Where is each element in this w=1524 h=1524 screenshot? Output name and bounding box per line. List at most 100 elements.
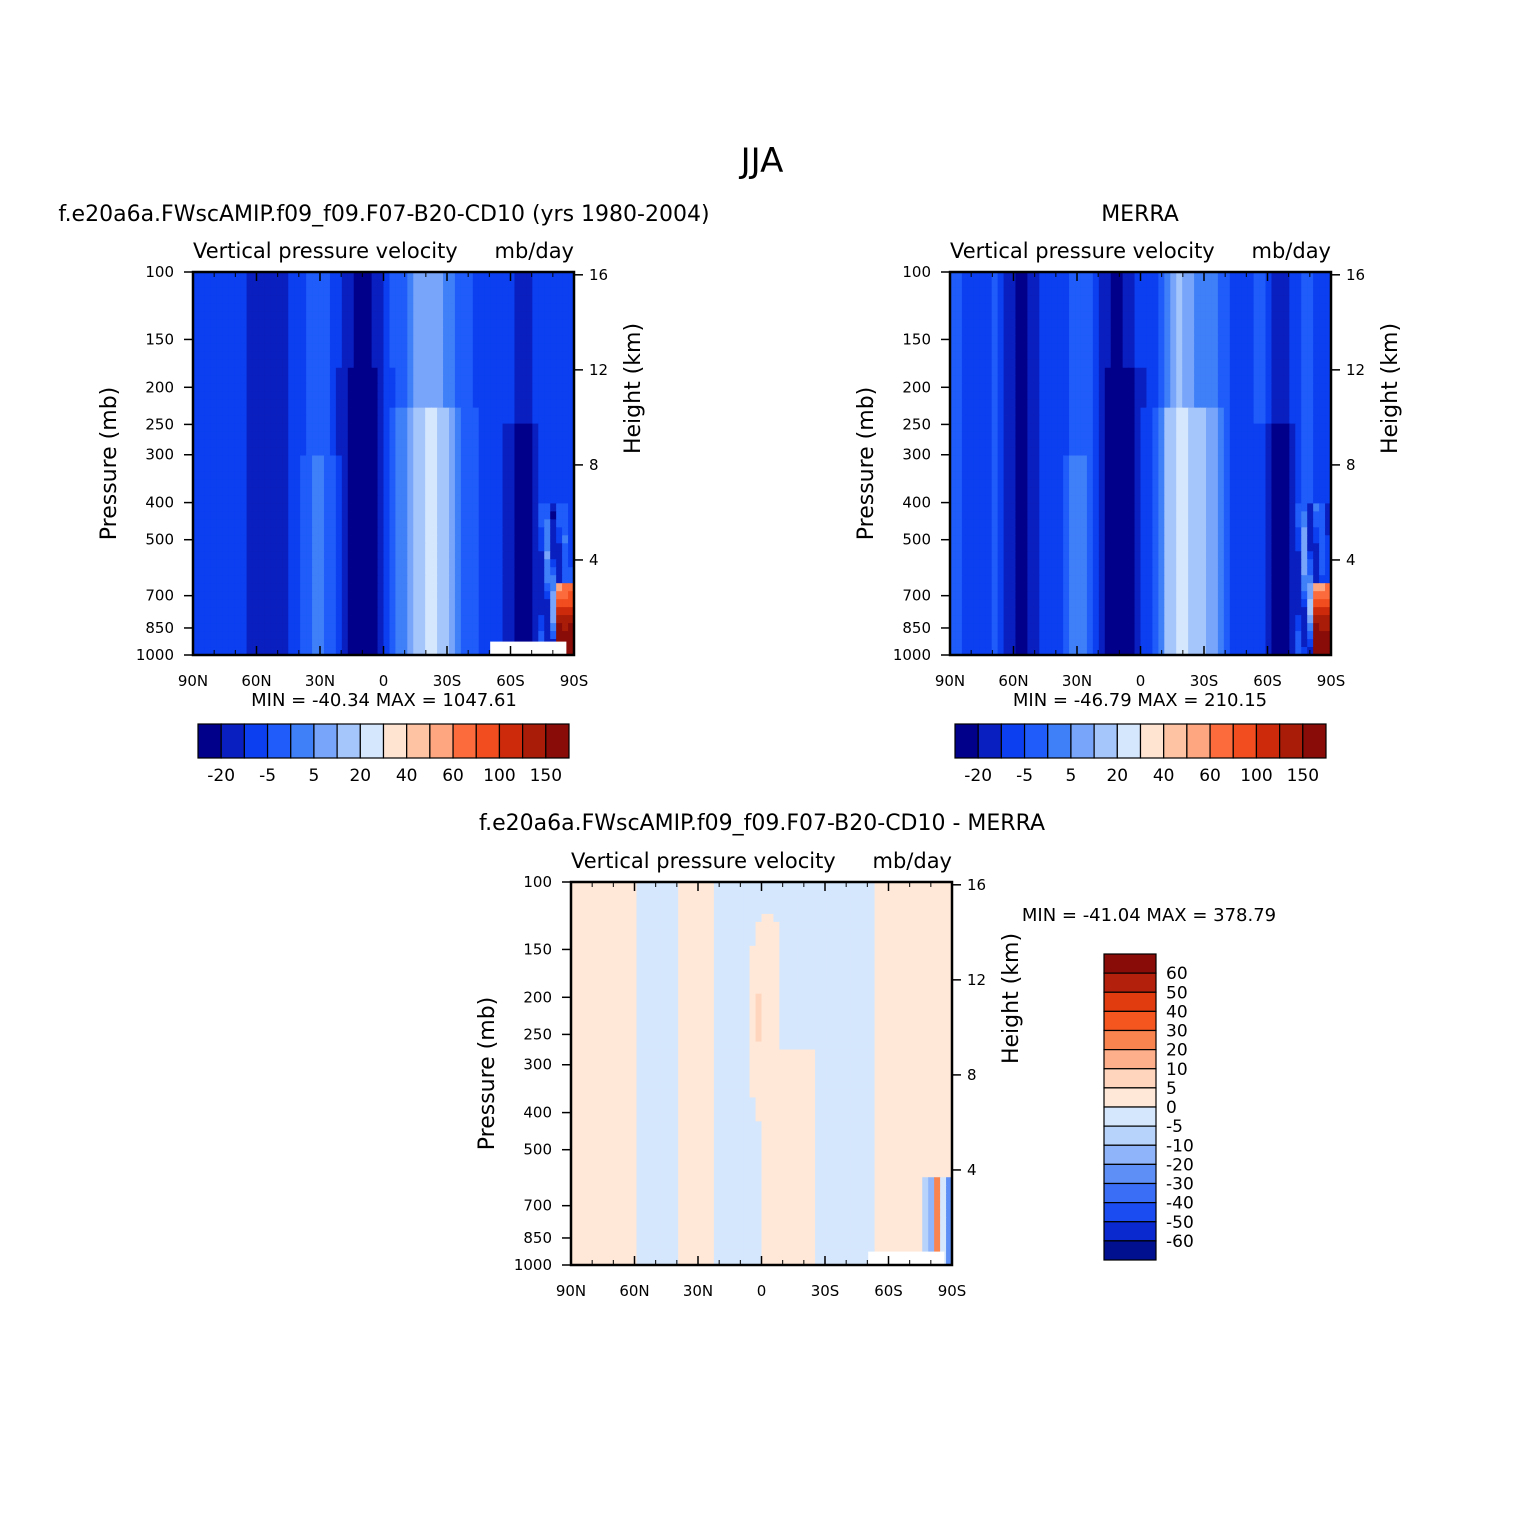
contour-cell xyxy=(1325,319,1331,329)
contour-cell xyxy=(1021,383,1028,393)
contour-cell xyxy=(1063,272,1070,281)
contour-cell xyxy=(556,447,563,457)
contour-cell xyxy=(1313,311,1320,321)
contour-cell xyxy=(258,359,266,369)
contour-cell xyxy=(1217,287,1225,297)
contour-cell xyxy=(1295,479,1302,489)
contour-cell xyxy=(454,407,462,417)
contour-cell xyxy=(1075,383,1082,393)
contour-cell xyxy=(490,447,498,457)
contour-cell xyxy=(365,359,373,369)
contour-cell xyxy=(502,351,510,361)
contour-cell xyxy=(502,607,510,616)
contour-cell xyxy=(216,447,224,457)
contour-cell xyxy=(1021,423,1028,433)
contour-cell xyxy=(1188,303,1195,313)
contour-cell xyxy=(466,455,474,465)
contour-cell xyxy=(1039,359,1046,369)
contour-cell xyxy=(1289,272,1296,281)
contour-cell xyxy=(1140,391,1148,401)
contour-cell xyxy=(1176,279,1183,289)
contour-cell xyxy=(997,479,1005,489)
contour-cell xyxy=(282,287,289,297)
contour-cell xyxy=(448,351,456,361)
contour-cell xyxy=(502,623,510,632)
contour-cell xyxy=(258,631,266,640)
contour-cell xyxy=(1253,431,1261,441)
contour-cell xyxy=(276,639,283,648)
contour-cell xyxy=(216,399,224,409)
contour-cell xyxy=(365,391,373,401)
contour-cell xyxy=(532,623,539,632)
contour-cell xyxy=(204,463,212,473)
contour-cell xyxy=(1289,311,1296,321)
contour-cell xyxy=(520,375,527,385)
contour-cell xyxy=(1003,407,1011,417)
contour-cell xyxy=(216,311,224,321)
contour-cell xyxy=(377,303,385,313)
contour-cell xyxy=(312,399,319,409)
contour-cell xyxy=(1003,295,1011,305)
contour-cell xyxy=(985,311,993,321)
contour-cell xyxy=(556,319,563,329)
contour-cell xyxy=(204,535,212,544)
contour-cell xyxy=(395,303,402,313)
contour-cell xyxy=(514,471,522,481)
contour-cell xyxy=(1140,479,1148,489)
contour-cell xyxy=(377,519,385,528)
contour-cell xyxy=(443,391,450,401)
contour-cell xyxy=(204,527,212,536)
contour-cell xyxy=(979,479,987,489)
contour-cell xyxy=(359,407,367,417)
contour-cell xyxy=(448,543,456,552)
contour-cell xyxy=(544,439,551,449)
contour-cell xyxy=(1146,391,1153,401)
contour-cell xyxy=(1241,463,1249,473)
contour-cell xyxy=(1104,399,1112,409)
contour-cell xyxy=(413,327,420,337)
contour-cell xyxy=(1116,279,1124,289)
contour-cell xyxy=(997,407,1005,417)
contour-cell xyxy=(1259,272,1267,281)
contour-cell xyxy=(1200,311,1207,321)
contour-cell xyxy=(1146,359,1153,369)
contour-cell xyxy=(270,479,277,489)
contour-cell xyxy=(1116,335,1124,345)
contour-cell xyxy=(1057,399,1064,409)
contour-cell xyxy=(270,335,277,345)
contour-cell xyxy=(407,479,414,489)
contour-cell xyxy=(1027,343,1034,353)
contour-cell xyxy=(526,375,533,385)
contour-cell xyxy=(1283,335,1290,345)
contour-cell xyxy=(496,471,504,481)
contour-cell xyxy=(1122,487,1130,497)
contour-cell xyxy=(306,639,313,648)
contour-cell xyxy=(306,399,313,409)
contour-cell xyxy=(454,351,462,361)
contour-cell xyxy=(490,519,498,528)
contour-cell xyxy=(961,311,969,321)
contour-cell xyxy=(407,431,414,441)
contour-cell xyxy=(246,519,254,528)
contour-cell xyxy=(371,327,379,337)
contour-cell xyxy=(1307,359,1314,369)
contour-cell xyxy=(496,543,504,552)
contour-cell xyxy=(1110,415,1118,425)
contour-cell xyxy=(544,272,551,281)
contour-cell xyxy=(1253,391,1261,401)
contour-cell xyxy=(1104,335,1112,345)
contour-cell xyxy=(1194,479,1201,489)
contour-cell xyxy=(520,551,527,560)
contour-cell xyxy=(526,503,533,512)
contour-cell xyxy=(514,287,522,297)
contour-cell xyxy=(341,631,349,640)
contour-cell xyxy=(484,463,492,473)
contour-cell xyxy=(216,359,224,369)
contour-cell xyxy=(454,399,462,409)
contour-cell xyxy=(1045,415,1052,425)
contour-cell xyxy=(550,463,557,473)
contour-cell xyxy=(210,583,218,592)
contour-cell xyxy=(365,423,373,433)
contour-cell xyxy=(246,319,254,329)
contour-cell xyxy=(1086,423,1094,433)
